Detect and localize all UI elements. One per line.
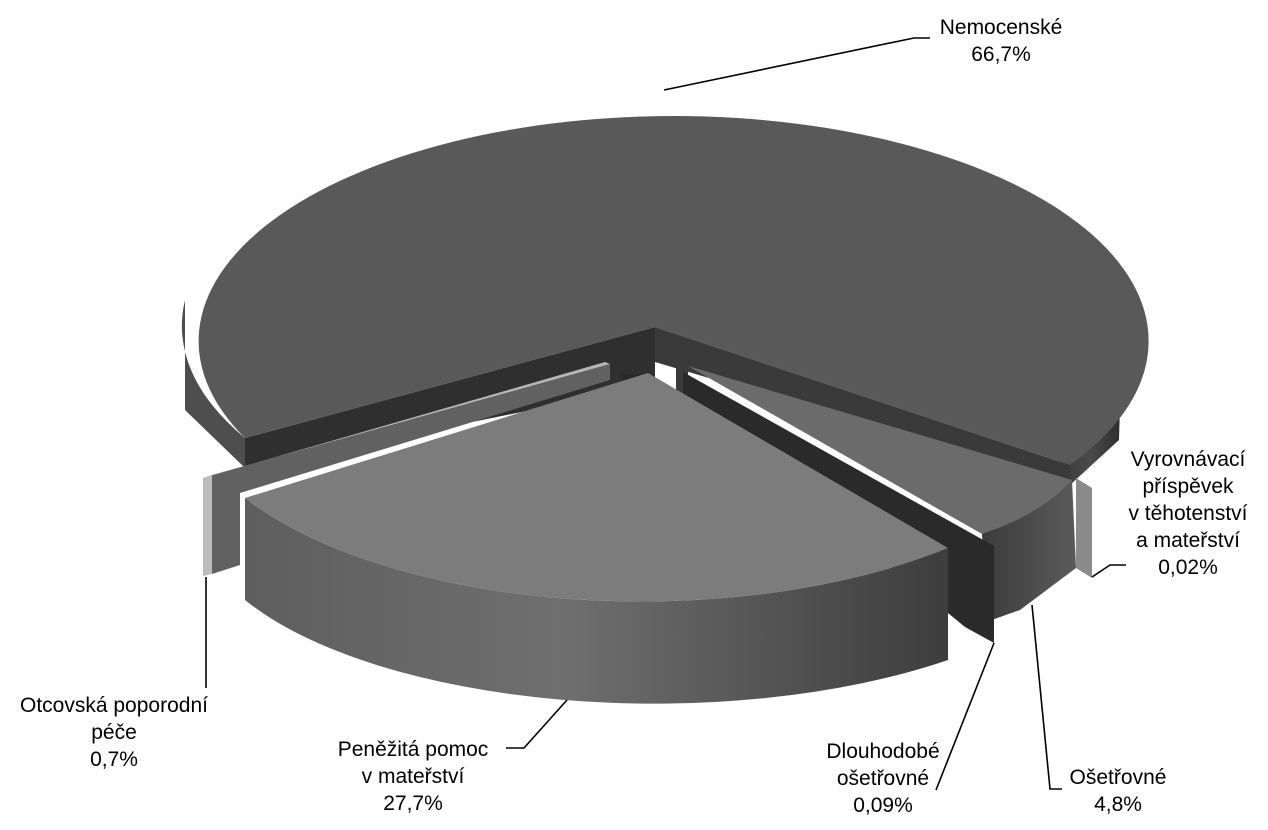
slice-otcovska-edge [203, 475, 212, 576]
slice-nemocenske-side [181, 300, 245, 468]
label-penezita: Peněžitá pomoc v mateřství 27,7% [318, 736, 508, 817]
label-otcovska-line2: péče [91, 721, 137, 744]
slice-osetrovne [688, 366, 1072, 534]
label-nemocenske-percent: 66,7% [971, 43, 1031, 66]
label-otcovska: Otcovská poporodní péče 0,7% [4, 692, 224, 773]
leader-penezita [506, 699, 568, 749]
label-otcovska-line1: Otcovská poporodní [20, 694, 208, 717]
label-dlouhodobe-line1: Dlouhodobé [826, 740, 940, 763]
label-vyrovnavaci-percent: 0,02% [1158, 556, 1218, 579]
label-osetrovne-percent: 4,8% [1094, 793, 1142, 816]
label-penezita-line2: v mateřství [361, 765, 465, 788]
label-osetrovne: Ošetřovné 4,8% [1058, 764, 1178, 818]
slice-vyrovnavaci [1076, 478, 1092, 578]
label-vyrovnavaci-line4: a mateřství [1136, 529, 1240, 552]
label-vyrovnavaci-line2: příspěvek [1142, 475, 1234, 498]
leader-osetrovne [1031, 604, 1062, 790]
slice-otcovska-side [212, 364, 610, 574]
label-otcovska-percent: 0,7% [90, 748, 138, 771]
label-penezita-line1: Peněžitá pomoc [337, 738, 489, 761]
leader-dlouhodobe [935, 642, 995, 791]
leader-vyrovnavaci [1091, 564, 1126, 578]
slice-penezita [245, 373, 948, 602]
slice-osetrovne-side [982, 480, 1076, 622]
label-vyrovnavaci-line1: Vyrovnávací [1130, 448, 1246, 471]
label-penezita-percent: 27,7% [383, 792, 443, 815]
label-dlouhodobe: Dlouhodobé ošetřovné 0,09% [808, 738, 958, 819]
leader-nemocenske [663, 37, 930, 91]
slice-nemocenske-cut-left [245, 327, 655, 468]
label-vyrovnavaci: Vyrovnávací příspěvek v těhotenství a ma… [1118, 446, 1258, 581]
label-dlouhodobe-percent: 0,09% [853, 794, 913, 817]
label-dlouhodobe-line2: ošetřovné [836, 767, 930, 790]
slice-otcovska [203, 362, 610, 478]
label-osetrovne-name: Ošetřovné [1069, 766, 1167, 789]
slice-nemocenske-cut-right [655, 327, 1070, 485]
label-nemocenske-name: Nemocenské [939, 16, 1063, 39]
slice-penezita-side [245, 498, 948, 704]
label-vyrovnavaci-line3: v těhotenství [1128, 502, 1248, 525]
slice-nemocenske [198, 116, 1149, 465]
label-nemocenske: Nemocenské 66,7% [932, 14, 1070, 68]
